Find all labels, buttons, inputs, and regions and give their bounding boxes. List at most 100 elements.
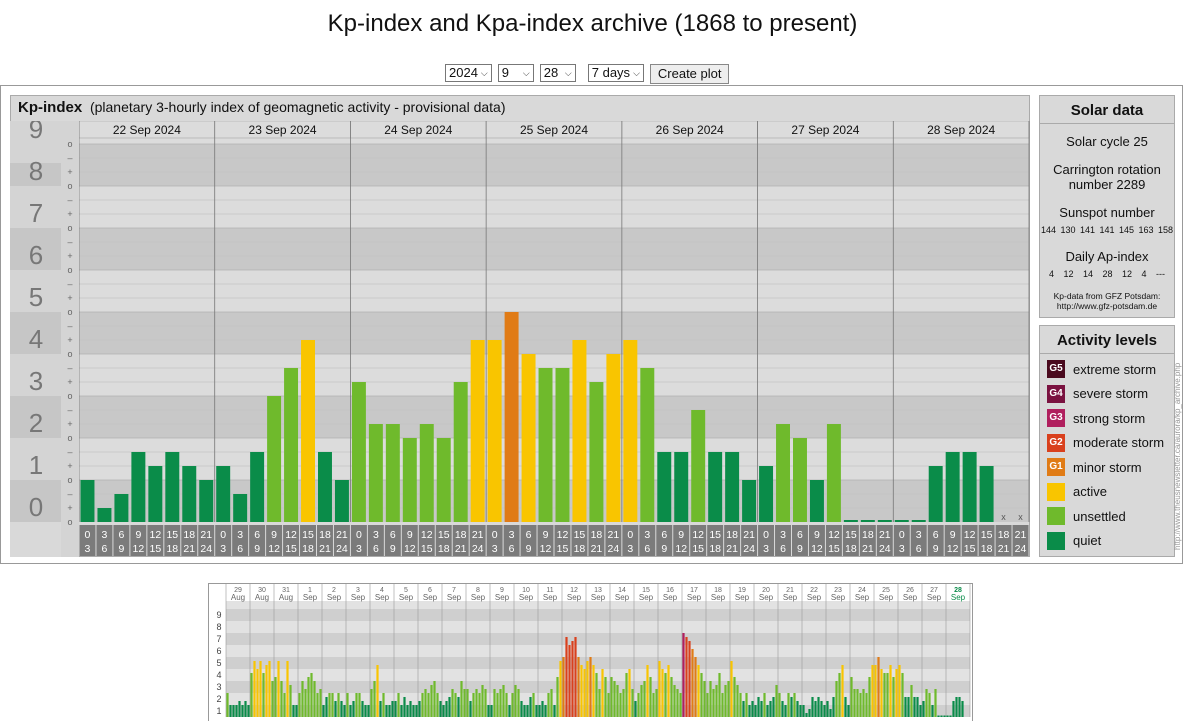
interval-end-label: 9 xyxy=(254,543,260,555)
interval-box xyxy=(198,525,215,556)
kp-bar xyxy=(606,354,621,522)
interval-start-label: 18 xyxy=(726,529,738,541)
interval-box xyxy=(690,525,707,556)
activity-level-item: G3 strong storm xyxy=(1040,406,1174,431)
sunspot-label: Sunspot number xyxy=(1059,205,1155,220)
kp-bar xyxy=(928,466,943,522)
interval-end-label: 15 xyxy=(285,543,297,555)
mini-kp-bar xyxy=(418,701,421,717)
mini-kp-bar xyxy=(649,677,652,717)
interval-start-label: 15 xyxy=(166,529,178,541)
mini-kp-bar xyxy=(514,684,517,717)
mini-kp-bar xyxy=(424,689,427,717)
mini-kp-bar xyxy=(934,689,937,717)
kp-bar xyxy=(368,424,383,522)
mini-kp-bar xyxy=(595,672,598,717)
interval-start-label: 9 xyxy=(135,529,141,541)
mini-month-label: Sep xyxy=(471,593,486,602)
interval-box xyxy=(435,525,452,556)
day-label: 26 Sep 2024 xyxy=(656,123,724,137)
minor-tick-label: – xyxy=(67,321,72,331)
mini-band-bg xyxy=(226,669,970,681)
mini-month-label: Sep xyxy=(687,593,702,602)
year-select[interactable]: 2024 ⌵ xyxy=(445,64,492,82)
mini-kp-bar xyxy=(406,705,409,717)
watermark-url: http://www.theusnewsletter.ca/aurora/kp_… xyxy=(1173,362,1182,550)
kp-bar xyxy=(725,451,740,522)
mini-month-label: Sep xyxy=(567,593,582,602)
mini-kp-bar xyxy=(808,708,811,717)
mini-band-bg xyxy=(226,633,970,645)
y-tick-label: 6 xyxy=(29,240,43,270)
mini-kp-bar xyxy=(598,689,601,717)
mini-kp-bar xyxy=(625,672,628,717)
mini-kp-bar xyxy=(448,696,451,717)
mini-kp-bar xyxy=(853,689,856,717)
mini-kp-bar xyxy=(358,693,361,717)
mini-day-number: 21 xyxy=(786,587,794,594)
interval-start-label: 18 xyxy=(455,529,467,541)
interval-box xyxy=(113,525,130,556)
activity-level-label: moderate storm xyxy=(1073,435,1165,451)
interval-start-label: 6 xyxy=(390,529,396,541)
mini-kp-bar xyxy=(307,677,310,717)
mini-kp-bar xyxy=(283,693,286,717)
minor-tick-label: – xyxy=(67,153,72,163)
mini-day-number: 28 xyxy=(954,587,962,594)
interval-box xyxy=(486,525,503,556)
mini-kp-bar xyxy=(880,669,883,717)
kp-bar xyxy=(691,409,706,522)
mini-kp-bar xyxy=(385,705,388,717)
mini-kp-bar xyxy=(586,660,589,717)
mini-band-bg xyxy=(226,705,970,717)
mini-kp-bar xyxy=(631,689,634,717)
kp-bar xyxy=(182,466,197,522)
mini-month-label: Aug xyxy=(279,593,293,602)
mini-kp-bar xyxy=(352,701,355,717)
mini-band-bg xyxy=(226,645,970,657)
interval-end-label: 24 xyxy=(472,543,484,555)
mini-kp-bar xyxy=(592,665,595,717)
kp-bar xyxy=(301,340,315,522)
minor-tick-label: – xyxy=(67,195,72,205)
interval-box xyxy=(333,525,350,556)
interval-end-label: 21 xyxy=(726,543,738,555)
mini-month-label: Sep xyxy=(903,593,918,602)
interval-box xyxy=(859,525,876,556)
activity-level-item: unsettled xyxy=(1040,504,1174,529)
mini-kp-bar xyxy=(859,693,862,717)
mini-kp-bar xyxy=(607,693,610,717)
y-tick-label: 3 xyxy=(29,366,43,396)
interval-start-label: 6 xyxy=(933,529,939,541)
mini-kp-bar xyxy=(508,705,511,717)
mini-kp-bar xyxy=(673,684,676,717)
interval-box xyxy=(656,525,673,556)
mini-kp-bar xyxy=(589,657,592,717)
span-select[interactable]: 7 days ⌵ xyxy=(587,64,644,82)
mini-kp-bar xyxy=(562,657,565,717)
interval-end-label: 24 xyxy=(743,543,755,555)
day-select[interactable]: 28 ⌵ xyxy=(539,64,576,82)
mini-kp-bar xyxy=(253,660,256,717)
interval-box xyxy=(758,525,775,556)
interval-box xyxy=(164,525,181,556)
kp-chart: 22 Sep 2024 23 Sep 2024 24 Sep 2024 25 Sep … xyxy=(10,121,1030,557)
y-band-bg xyxy=(10,270,61,312)
activity-level-item: quiet xyxy=(1040,529,1174,554)
mini-kp-bar xyxy=(277,660,280,717)
mini-kp-bar xyxy=(697,665,700,717)
interval-end-label: 3 xyxy=(899,543,905,555)
mini-kp-bar xyxy=(838,672,841,717)
interval-end-label: 9 xyxy=(797,543,803,555)
mini-day-number: 3 xyxy=(356,587,360,594)
mini-kp-bar xyxy=(292,705,295,717)
minor-tick-label: o xyxy=(67,391,72,401)
y-tick-label: 8 xyxy=(29,156,43,186)
chevron-down-icon: ⌵ xyxy=(633,68,640,78)
mini-kp-bar xyxy=(763,693,766,717)
interval-end-label: 18 xyxy=(981,543,993,555)
month-select[interactable]: 9 ⌵ xyxy=(497,64,534,82)
create-plot-button[interactable]: Create plot xyxy=(649,64,730,84)
interval-start-label: 0 xyxy=(627,529,633,541)
day-label: 25 Sep 2024 xyxy=(520,123,588,137)
